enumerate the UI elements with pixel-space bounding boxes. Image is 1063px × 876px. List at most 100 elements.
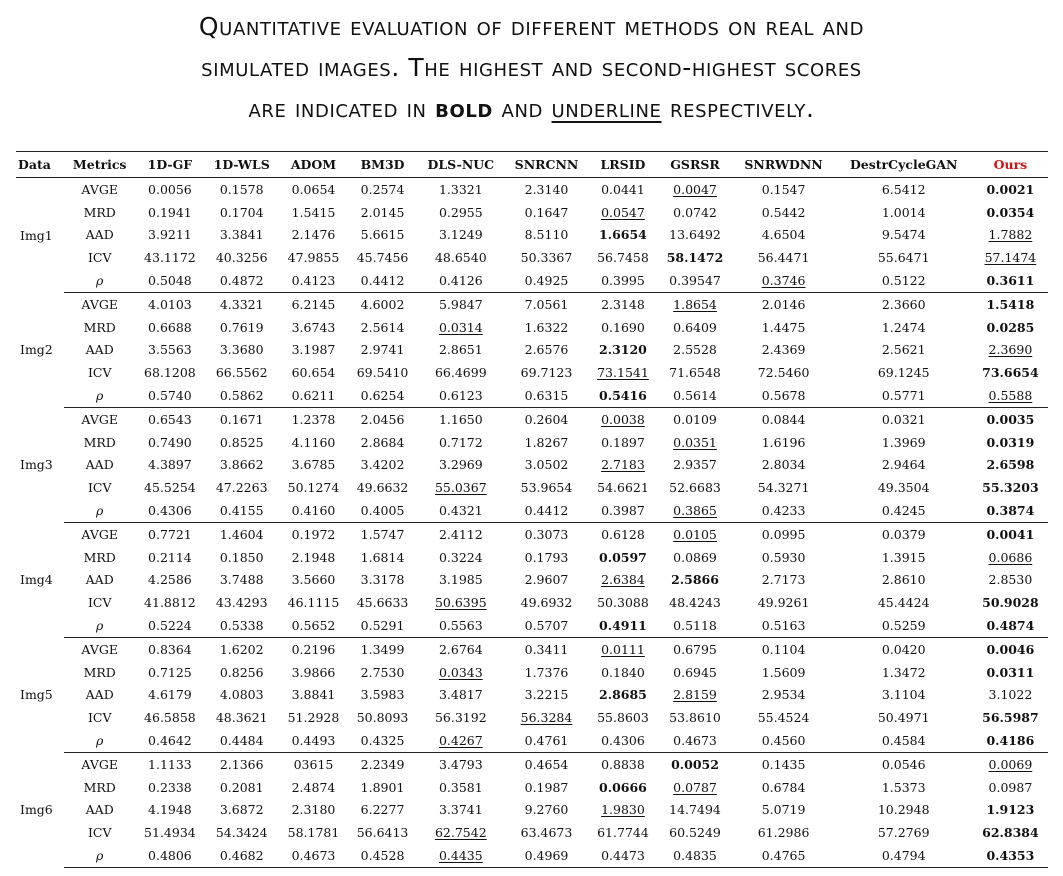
- cell-value: 2.3180: [291, 802, 336, 818]
- table-cell: 0.7619: [204, 316, 279, 339]
- table-cell: 1.3915: [835, 546, 973, 569]
- table-cell: 0.5563: [417, 614, 505, 638]
- cell-value: 5.0719: [761, 802, 806, 818]
- cell-value: 56.7458: [597, 250, 649, 266]
- cell-value: 0.0285: [986, 319, 1035, 335]
- table-cell: 0.4306: [588, 729, 658, 753]
- header-gsrsr: GSRSR: [657, 151, 733, 178]
- table-cell: 2.4369: [733, 339, 835, 362]
- cell-value: 0.4435: [438, 848, 483, 863]
- cell-value: 50.6395: [434, 595, 487, 611]
- table-cell: 0.0285: [973, 316, 1048, 339]
- table-cell: 0.5930: [733, 546, 835, 569]
- cell-value: 3.1022: [988, 687, 1033, 703]
- table-cell: 0.0441: [588, 178, 657, 201]
- cell-value: 62.8384: [982, 825, 1039, 841]
- metric-label: MRD: [83, 204, 116, 220]
- cell-value: 0.0597: [599, 549, 647, 565]
- table-cell: 49.9261: [733, 591, 835, 614]
- table-cell: 0.5707: [504, 614, 589, 638]
- table-cell: 0.1941: [135, 201, 204, 224]
- table-cell: 0.4528: [348, 844, 418, 868]
- cell-value: 0.1941: [148, 204, 192, 220]
- cell-value: 52.6683: [669, 480, 721, 496]
- cell-value: 48.3621: [215, 710, 268, 726]
- table-cell: 1.1650: [417, 407, 505, 430]
- cell-value: 0.3581: [438, 779, 483, 795]
- cell-value: 0.2338: [148, 779, 192, 795]
- table-cell: 0.4245: [834, 499, 973, 523]
- cell-value: 4.1160: [291, 434, 336, 450]
- metric-label: AVGE: [81, 756, 118, 772]
- cell-value: 3.2969: [438, 457, 483, 473]
- table-cell: 3.3741: [417, 799, 505, 822]
- table-cell: 0.5740: [135, 384, 205, 408]
- table-cell: 73.1541: [588, 361, 657, 384]
- table-cell: 46.1115: [279, 591, 348, 614]
- table-cell: 0.0666: [588, 776, 657, 799]
- table-cell: 4.6002: [348, 292, 417, 315]
- cell-value: 40.3256: [215, 250, 268, 266]
- table-cell: 69.1245: [835, 361, 973, 384]
- table-row: MRD 0.7125 0.8256 3.9866 2.7530 0.0343 1.7376 0…: [16, 661, 1048, 684]
- table-cell: 9.2760: [505, 799, 589, 822]
- cell-value: 03615: [293, 756, 334, 772]
- table-cell: 0.4484: [204, 729, 279, 753]
- table-cell: 0.5862: [204, 384, 279, 408]
- cell-value: 56.3284: [520, 710, 573, 726]
- cell-value: 43.4293: [215, 595, 268, 611]
- table-cell: 0.0686: [973, 546, 1048, 569]
- metric-label: ICV: [87, 825, 112, 841]
- table-cell: 0.4874: [972, 614, 1048, 638]
- table-cell: 49.6632: [348, 476, 417, 499]
- cell-value: 2.7173: [761, 572, 806, 588]
- cell-value: 3.6785: [291, 457, 336, 473]
- table-cell: 0.4233: [732, 499, 835, 523]
- cell-value: 0.5224: [148, 618, 192, 634]
- cell-value: 0.5930: [761, 549, 806, 565]
- cell-value: 0.0547: [601, 204, 645, 220]
- cell-value: 0.1690: [601, 319, 645, 335]
- cell-value: 61.7744: [597, 825, 649, 841]
- table-cell: 0.0787: [657, 776, 732, 799]
- table-cell: 1.4604: [204, 522, 279, 545]
- cell-value: 2.3140: [524, 181, 569, 197]
- cell-value: 46.5858: [144, 710, 196, 726]
- table-cell: 0.6945: [657, 661, 732, 684]
- table-cell: 2.5614: [348, 316, 417, 339]
- table-cell: 1.8267: [505, 431, 589, 454]
- table-cell: 1.5609: [733, 661, 835, 684]
- cell-value: 55.6471: [877, 250, 930, 266]
- cell-value: 10.2948: [877, 802, 930, 818]
- cell-value: 1.6196: [761, 434, 806, 450]
- table-cell: 51.4934: [135, 821, 204, 844]
- table-cell: 53.8610: [657, 706, 732, 729]
- cell-value: 0.0654: [291, 181, 336, 197]
- cell-value: 0.4473: [601, 848, 645, 863]
- cell-value: 1.5418: [986, 296, 1035, 312]
- table-cell: 2.8159: [657, 684, 732, 707]
- table-cell: 3.4817: [417, 684, 505, 707]
- table-cell: 2.4112: [417, 522, 505, 545]
- cell-value: 0.1647: [524, 204, 569, 220]
- table-cell: 0.4126: [417, 269, 505, 293]
- table-cell: 0.0047: [657, 178, 732, 201]
- cell-value: 0.4925: [524, 273, 569, 289]
- table-cell: 13.6492: [657, 224, 732, 247]
- cell-value: 4.6504: [761, 227, 806, 243]
- metric-label: MRD: [83, 549, 116, 565]
- cell-value: 46.1115: [287, 595, 340, 611]
- table-cell: 48.6540: [417, 246, 505, 269]
- cell-value: 1.9123: [986, 802, 1035, 818]
- metric-label: ICV: [87, 365, 112, 381]
- cell-value: 50.8093: [356, 710, 409, 726]
- cell-value: 0.0105: [673, 526, 717, 542]
- table-row: ICV 41.8812 43.4293 46.1115 45.6633 50.6395 49…: [16, 591, 1048, 614]
- data-group-label: Img6: [20, 802, 53, 818]
- cell-value: 55.3203: [982, 480, 1039, 496]
- table-cell: 0.0038: [588, 407, 657, 430]
- table-cell: 4.3321: [204, 292, 279, 315]
- cell-value: 45.6633: [356, 595, 409, 611]
- table-cell: 0.6795: [657, 637, 732, 660]
- table-cell: 0.4584: [834, 729, 973, 753]
